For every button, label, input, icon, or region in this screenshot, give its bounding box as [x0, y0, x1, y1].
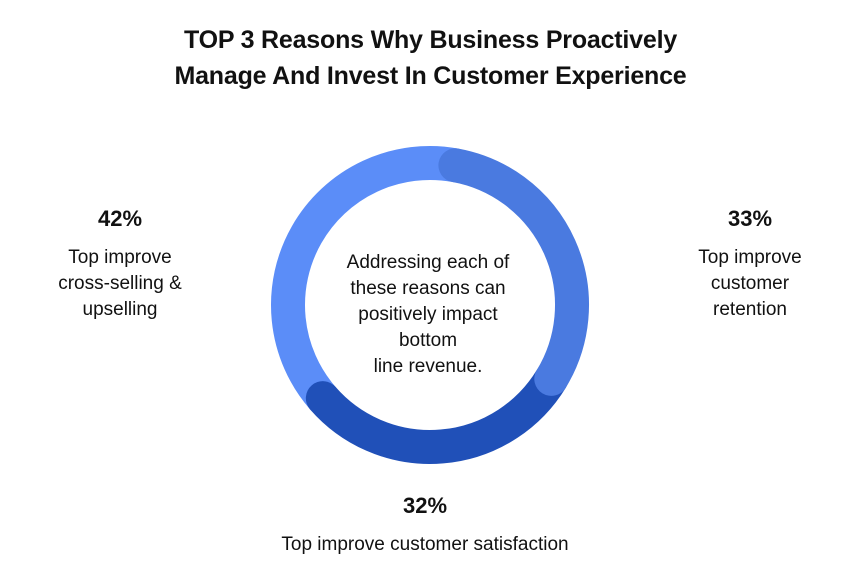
label-cross-selling-line-3: upselling [82, 299, 158, 320]
center-caption-line-1: Addressing each of [346, 252, 510, 273]
donut-arc-satisfaction [305, 361, 569, 464]
label-satisfaction-line-1: Top improve customer satisfaction [281, 534, 569, 555]
label-retention-line-2: customer [710, 273, 790, 294]
center-caption-line-2: these reasons can [350, 278, 506, 299]
label-cross-selling-line-1: Top improve [68, 247, 172, 268]
label-retention-description: Top improve customer retention [650, 245, 850, 323]
center-caption: Addressing each of these reasons can pos… [318, 250, 538, 380]
label-satisfaction-description: Top improve customer satisfaction [225, 532, 625, 558]
label-retention-percent: 33% [727, 206, 773, 231]
label-retention-line-1: Top improve [698, 247, 802, 268]
label-cross-selling: 42% Top improve cross-selling & upsellin… [20, 205, 220, 323]
label-cross-selling-line-2: cross-selling & [58, 273, 182, 294]
donut-arcs [271, 146, 589, 464]
donut-arc-cross-selling [271, 146, 473, 416]
label-satisfaction: 32% Top improve customer satisfaction [225, 492, 625, 558]
center-caption-line-5: line revenue. [373, 356, 483, 377]
label-retention-line-3: retention [713, 299, 787, 320]
chart-title-line-2: Manage And Invest In Customer Experience [174, 62, 687, 90]
label-satisfaction-percent: 32% [402, 493, 448, 518]
chart-title: TOP 3 Reasons Why Business Proactively M… [0, 22, 861, 94]
label-cross-selling-description: Top improve cross-selling & upselling [20, 245, 220, 323]
center-caption-line-3: positively impact [358, 304, 498, 325]
chart-title-line-1: TOP 3 Reasons Why Business Proactively [183, 26, 678, 54]
donut-arc-retention [438, 148, 589, 396]
center-caption-line-4: bottom [398, 330, 458, 351]
label-retention: 33% Top improve customer retention [650, 205, 850, 323]
label-cross-selling-percent: 42% [97, 206, 143, 231]
